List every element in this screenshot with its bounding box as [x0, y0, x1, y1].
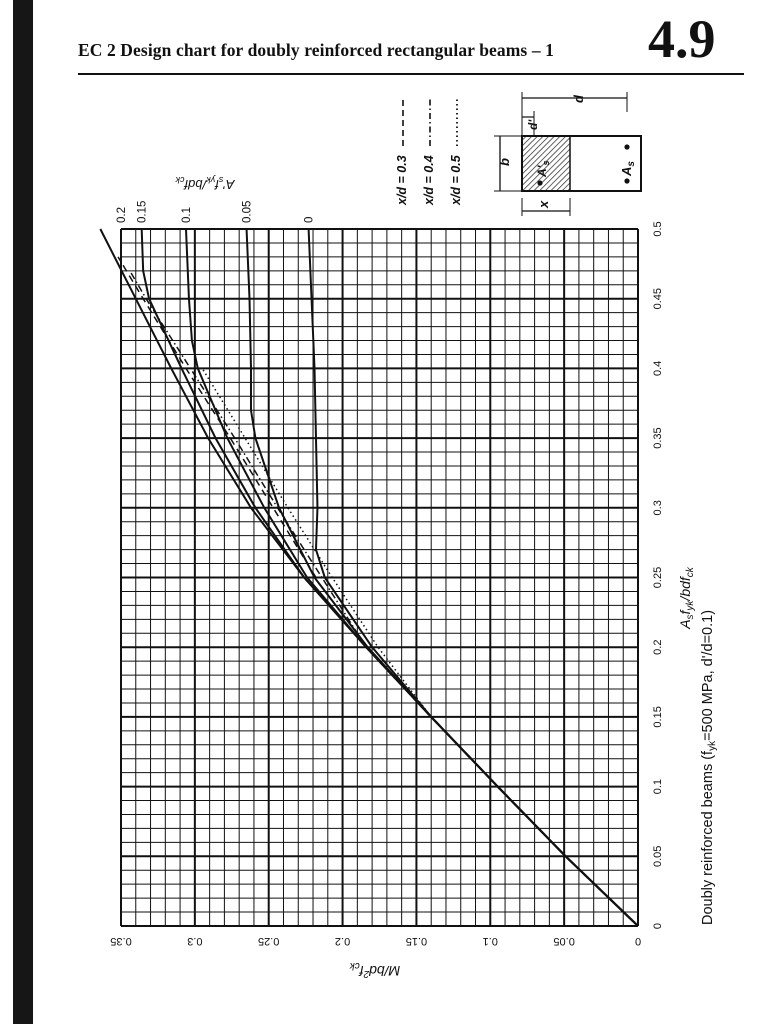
x-tick-label: 0.2: [652, 640, 664, 655]
y-tick-label: 0.1: [483, 935, 498, 947]
x-tick-label: 0.5: [652, 221, 664, 236]
curve-label: 0: [304, 217, 316, 223]
curve-label: 0.2: [116, 207, 128, 223]
curve-labels: 0 0.05 0.1 0.15 0.2: [116, 201, 316, 223]
tension-bar-top: [624, 144, 630, 150]
curve-family-title: A'sfyk/bdfck: [175, 175, 235, 192]
x-tick-label: 0.35: [652, 427, 664, 448]
binding-edge: [13, 0, 33, 1024]
tick-labels: 0 0.05 0.1 0.15 0.2 0.25 0.3 0.35 0.4 0.45 0.5 0 0.0…: [110, 221, 664, 947]
legend-label-xd03: x/d = 0.3: [395, 155, 409, 206]
curve-label: 0.05: [242, 201, 254, 223]
curve-label: 0.1: [181, 207, 193, 223]
series-x-d-0_4: [129, 270, 367, 648]
beam-section-inset: d d' b x A's As: [494, 92, 642, 216]
y-tick-label: 0.35: [110, 935, 131, 947]
legend-label-xd04: x/d = 0.4: [422, 155, 436, 206]
x-tick-label: 0.3: [652, 500, 664, 515]
x-tick-label: 0.45: [652, 288, 664, 309]
x-tick-label: 0.1: [652, 779, 664, 794]
series-layer: [99, 228, 639, 927]
dim-b-label: b: [497, 158, 512, 166]
page-title: EC 2 Design chart for doubly reinforced …: [78, 40, 554, 60]
as-label: As: [619, 161, 637, 177]
x-tick-label: 0: [652, 923, 664, 929]
title-rule: [78, 73, 744, 75]
curve-label: 0.15: [137, 201, 149, 223]
dim-dprime-label: d': [526, 119, 540, 130]
grid-major: [120, 228, 639, 927]
as-prime-label: A's: [535, 160, 551, 178]
y-tick-label: 0.15: [406, 935, 427, 947]
dim-d-label: d: [571, 94, 586, 103]
x-tick-label: 0.4: [652, 361, 664, 376]
page-number: 4.9: [648, 9, 716, 69]
x-tick-label: 0.05: [652, 846, 664, 867]
x-axis-title: Asfyk/bdfck: [677, 566, 696, 630]
y-tick-label: 0.25: [258, 935, 279, 947]
y-tick-label: 0.3: [187, 935, 202, 947]
x-tick-label: 0.25: [652, 567, 664, 588]
series-x-d-0_5: [201, 368, 432, 718]
y-tick-label: 0.05: [553, 935, 574, 947]
legend-label-xd05: x/d = 0.5: [449, 154, 463, 206]
tension-bar-bottom: [624, 178, 630, 184]
series-x-d-0_3: [117, 256, 317, 578]
dim-x-label: x: [536, 200, 551, 209]
chart-caption: Doubly reinforced beams (fyk=500 MPa, d'…: [700, 610, 718, 925]
y-tick-label: 0.2: [335, 935, 350, 947]
y-tick-label: 0: [635, 935, 641, 947]
compression-bar: [537, 180, 543, 186]
x-tick-label: 0.15: [652, 706, 664, 727]
legend: x/d = 0.3 x/d = 0.4 x/d = 0.5: [395, 98, 463, 206]
y-axis-title: M/bd2fck: [349, 960, 401, 979]
beam-section: [521, 135, 642, 192]
series-0_2: [99, 228, 639, 927]
